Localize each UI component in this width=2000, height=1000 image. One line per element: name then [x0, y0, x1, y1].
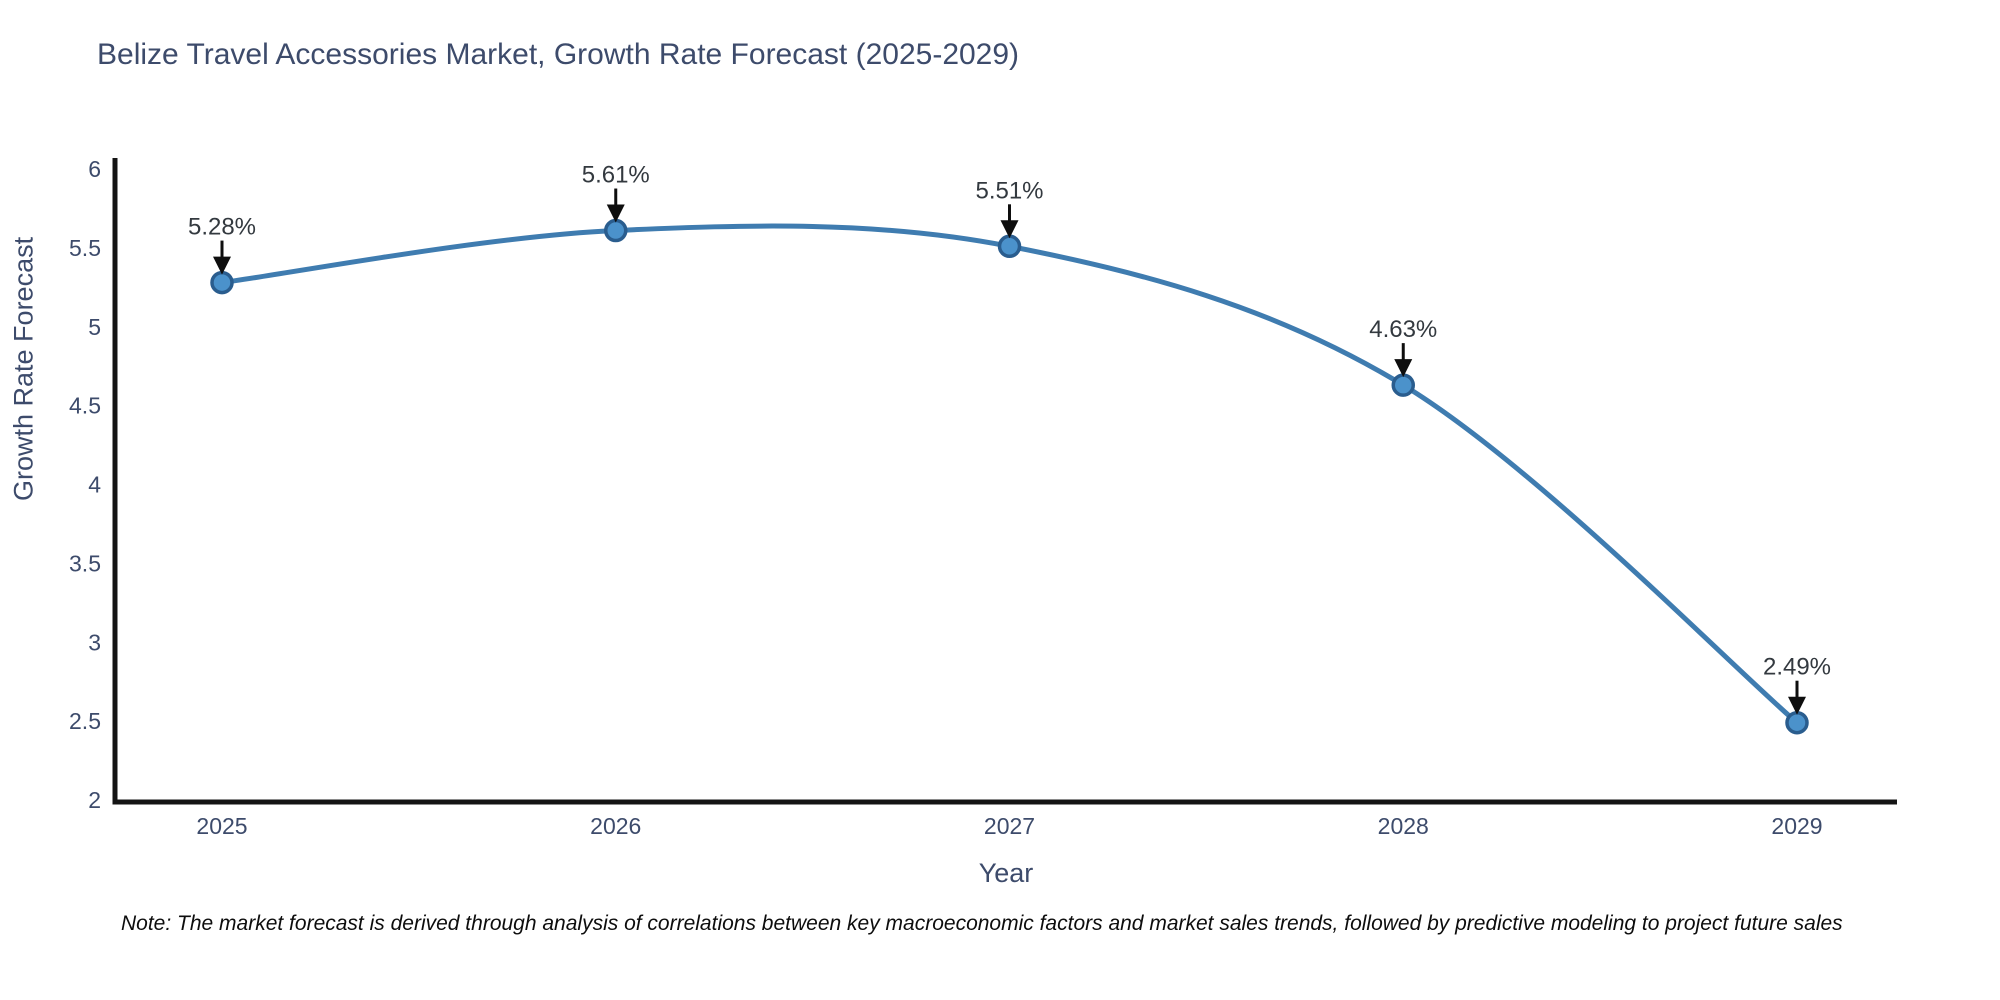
y-tick-label: 2: [88, 787, 101, 813]
data-point-marker: [210, 270, 234, 295]
x-tick-label: 2028: [1378, 813, 1429, 839]
trend-line: [219, 223, 1800, 726]
y-tick-label: 4: [88, 472, 101, 498]
data-point-marker: [604, 218, 628, 243]
point-annotation: 5.51%: [975, 177, 1043, 204]
y-tick-label: 5: [88, 314, 101, 340]
annotation-arrowhead: [1394, 359, 1413, 378]
data-point-marker: [1785, 710, 1809, 735]
annotation-arrowhead: [1788, 696, 1806, 715]
x-tick-label: 2029: [1771, 813, 1822, 839]
x-tick-label: 2025: [196, 813, 247, 839]
y-tick-label: 3.5: [69, 550, 101, 576]
y-tick-label: 5.5: [69, 235, 101, 261]
data-point-marker: [1391, 373, 1415, 397]
x-tick-label: 2026: [590, 813, 641, 839]
data-point-marker: [997, 234, 1022, 259]
point-annotation: 5.28%: [188, 214, 256, 241]
annotation-arrowhead: [606, 204, 625, 223]
point-annotation: 2.49%: [1763, 654, 1831, 681]
y-tick-label: 4.5: [69, 393, 101, 419]
point-annotation: 5.61%: [582, 162, 650, 189]
y-tick-label: 3: [88, 629, 101, 655]
footnote: Note: The market forecast is derived thr…: [121, 912, 1843, 935]
y-axis-title: Growth Rate Forecast: [8, 236, 39, 501]
y-tick-label: 6: [88, 156, 101, 182]
x-tick-label: 2027: [984, 813, 1035, 839]
chart-title: Belize Travel Accessories Market, Growth…: [97, 38, 1020, 71]
point-annotation: 4.63%: [1369, 316, 1437, 343]
y-tick-label: 2.5: [69, 708, 101, 734]
x-axis-title: Year: [978, 858, 1034, 888]
annotation-arrowhead: [1000, 220, 1019, 239]
annotation-arrowhead: [213, 256, 231, 275]
